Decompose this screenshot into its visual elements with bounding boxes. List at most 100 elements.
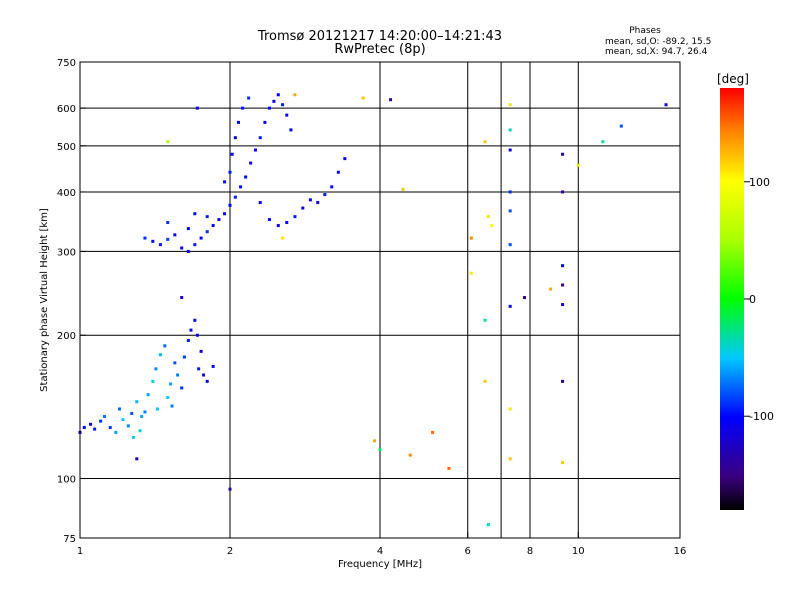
echo-point [230, 152, 234, 156]
echo-point [281, 236, 285, 240]
echo-point [239, 185, 243, 189]
echo-point [176, 373, 180, 377]
echo-point [193, 243, 197, 247]
echo-point [173, 233, 177, 237]
echo-point [508, 209, 512, 213]
echo-point [155, 407, 159, 411]
echo-point [89, 422, 93, 426]
echo-point [308, 198, 312, 202]
echo-point [228, 203, 232, 207]
echo-point [173, 361, 177, 365]
stats-title: Phases [629, 26, 661, 36]
echo-point [619, 124, 623, 128]
y-tick-label: 200 [57, 331, 76, 342]
echo-point [469, 271, 473, 275]
echo-point [486, 523, 490, 527]
echo-point [508, 457, 512, 461]
echo-point [195, 333, 199, 337]
echo-point [154, 367, 158, 371]
echo-point [131, 435, 135, 439]
echo-point [561, 379, 565, 383]
echo-point [361, 96, 365, 100]
echo-point [508, 407, 512, 411]
echo-point [233, 195, 237, 199]
echo-point [272, 99, 276, 103]
echo-point [166, 221, 170, 225]
echo-point [483, 140, 487, 144]
echo-point [601, 140, 605, 144]
x-axis-ticks: 1 2 4 6 8 10 16 [77, 532, 687, 557]
echo-point [561, 461, 565, 465]
echo-point [135, 400, 139, 404]
echo-point [258, 136, 262, 140]
echo-point [158, 353, 162, 357]
echo-point [180, 296, 184, 300]
echo-point [93, 427, 97, 431]
echo-point [576, 163, 580, 167]
echo-point [336, 170, 340, 174]
echo-point [483, 318, 487, 322]
x-tick-label: 1 [77, 546, 83, 557]
echo-point [151, 239, 155, 243]
x-tick-label: 16 [674, 546, 687, 557]
y-tick-label: 75 [63, 534, 76, 545]
echo-point [561, 303, 565, 307]
echo-point [211, 364, 215, 368]
echo-point [285, 113, 289, 117]
x-tick-label: 8 [527, 546, 533, 557]
echo-point [186, 249, 190, 253]
echo-point [373, 439, 377, 443]
echo-point [182, 355, 186, 359]
echo-point [263, 120, 267, 124]
echo-point [276, 224, 280, 228]
x-tick-label: 6 [465, 546, 471, 557]
echo-point [267, 106, 271, 110]
echo-point [281, 103, 285, 107]
echo-point [180, 246, 184, 250]
echo-point [664, 103, 668, 107]
chart-subtitle: RwPretec (8p) [334, 42, 425, 57]
echo-point [202, 373, 206, 377]
stats-line-x: mean, sd,X: 94.7, 26.4 [605, 47, 708, 57]
echo-point [447, 466, 451, 470]
echo-point [561, 264, 565, 268]
echo-point [186, 338, 190, 342]
x-axis-label: Frequency [MHz] [338, 559, 422, 570]
echo-point [233, 136, 237, 140]
echo-point [228, 170, 232, 174]
echo-point [276, 93, 280, 97]
echo-point [99, 419, 103, 423]
echo-point [170, 404, 174, 408]
grid-lines [80, 62, 680, 538]
echo-point [431, 430, 435, 434]
echo-point [508, 128, 512, 132]
echo-point [343, 157, 347, 161]
echo-point [258, 201, 262, 205]
y-tick-label: 600 [57, 104, 76, 115]
echo-point [199, 349, 203, 353]
colorbar-tick-label: 0 [749, 293, 756, 306]
echo-point [205, 215, 209, 219]
echo-point [469, 236, 473, 240]
echo-point [293, 215, 297, 219]
echo-point [151, 379, 155, 383]
echo-point [241, 106, 245, 110]
y-tick-label: 400 [57, 188, 76, 199]
echo-point [189, 328, 193, 332]
y-axis-label: Stationary phase Virtual Height [km] [39, 208, 50, 392]
y-tick-label: 500 [57, 142, 76, 153]
echo-point [193, 318, 197, 322]
x-tick-label: 2 [227, 546, 233, 557]
echo-point [205, 230, 209, 234]
echo-point [249, 161, 253, 165]
echo-point [378, 448, 382, 452]
echo-point [561, 152, 565, 156]
stats-line-o: mean, sd,O: -89.2, 15.5 [605, 37, 711, 47]
echo-point [130, 411, 134, 415]
y-tick-label: 100 [57, 475, 76, 486]
echo-point [301, 206, 305, 210]
echo-point [401, 187, 405, 191]
echo-point [508, 243, 512, 247]
echo-point [126, 424, 130, 428]
